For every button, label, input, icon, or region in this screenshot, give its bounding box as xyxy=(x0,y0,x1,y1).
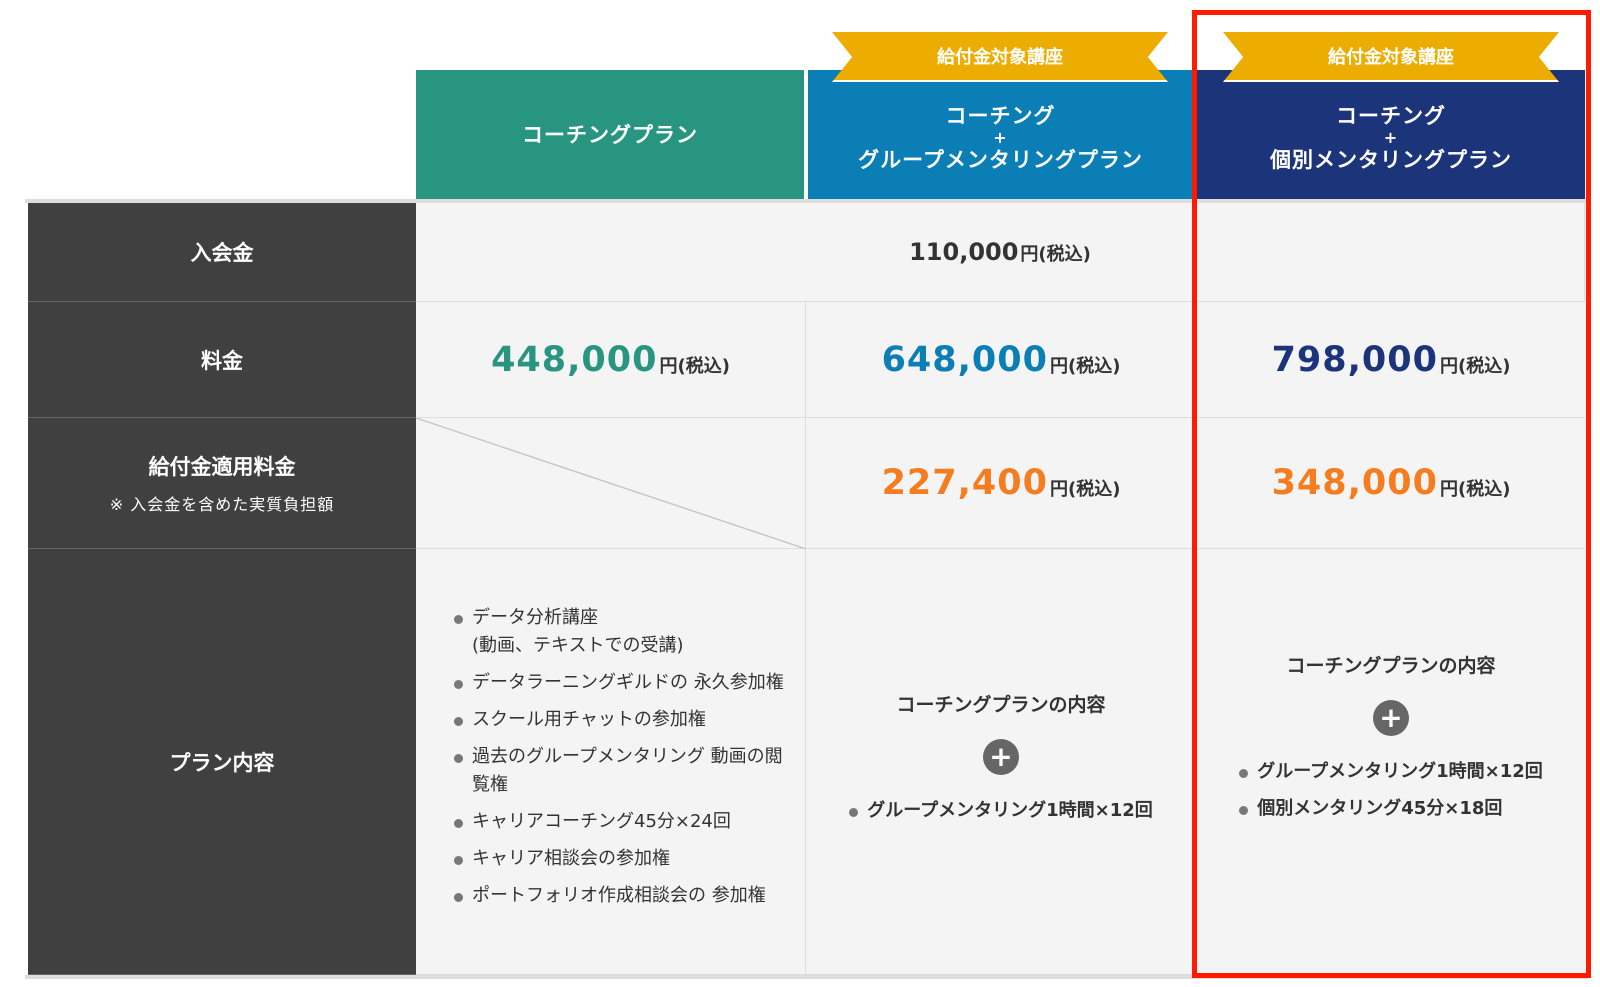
feature-item: キャリアコーチング45分×24回 xyxy=(454,808,794,836)
label-text: 給付金適用料金 xyxy=(148,455,296,479)
label-text: 料金 xyxy=(201,348,243,373)
feature-item: 過去のグループメンタリング 動画の閲覧権 xyxy=(454,743,794,799)
price: 798,000 xyxy=(1271,339,1438,380)
content-cell-group: コーチングプランの内容 + グループメンタリング1時間×12回 xyxy=(806,549,1197,975)
content-cell-coaching: データ分析講座 (動画、テキストでの受講) データラーニングギルドの 永久参加権ス… xyxy=(416,549,806,975)
row-label-fee: 料金 xyxy=(28,302,416,418)
label-text: プラン内容 xyxy=(169,750,275,775)
subsidy-ribbon: 給付金対象講座 xyxy=(832,32,1168,82)
header-group-plan: コーチング + グループメンタリングプラン xyxy=(808,70,1193,199)
plan-title: コーチングプラン xyxy=(522,122,698,147)
ribbon-text: 給付金対象講座 xyxy=(937,47,1063,68)
feature-item: ポートフォリオ作成相談会の 参加権 xyxy=(454,882,794,910)
feature-item: キャリア相談会の参加権 xyxy=(454,845,794,873)
enrollment-fee: 110,000 xyxy=(909,238,1019,266)
feature-item: データラーニングギルドの 永久参加権 xyxy=(454,669,794,697)
row-label-content: プラン内容 xyxy=(28,549,416,975)
ribbon-text: 給付金対象講座 xyxy=(1328,47,1454,68)
plan-title-line: グループメンタリングプラン xyxy=(858,147,1143,172)
plan-title-line: コーチング xyxy=(945,103,1056,128)
row-label-enrollment: 入会金 xyxy=(28,203,416,302)
tax-label: 円(税込) xyxy=(1049,355,1121,377)
label-text: 入会金 xyxy=(190,241,254,265)
base-plan-text: コーチングプランの内容 xyxy=(1286,655,1496,677)
price: 227,400 xyxy=(881,463,1048,503)
fee-cell: 798,000 円(税込) xyxy=(1197,302,1585,418)
feature-list: データ分析講座 (動画、テキストでの受講) データラーニングギルドの 永久参加権ス… xyxy=(454,604,794,919)
divider xyxy=(25,975,1588,979)
content-cell-individual: コーチングプランの内容 + グループメンタリング1時間×12回 個別メンタリング4… xyxy=(1197,549,1585,975)
header-individual-plan: コーチング + 個別メンタリングプラン xyxy=(1197,70,1585,199)
plan-title-plus: + xyxy=(993,127,1008,147)
feature-item: グループメンタリング1時間×12回 xyxy=(1239,758,1543,786)
diagonal-line xyxy=(416,418,806,549)
tax-label: 円(税込) xyxy=(1020,244,1091,265)
tax-label: 円(税込) xyxy=(1439,355,1511,377)
base-plan-text: コーチングプランの内容 xyxy=(896,693,1106,716)
feature-item: 個別メンタリング45分×18回 xyxy=(1239,795,1543,823)
enrollment-fee-cell: 110,000 円(税込) xyxy=(416,203,1585,302)
price: 648,000 xyxy=(881,339,1048,380)
subsidy-na-cell xyxy=(416,418,806,549)
label-note: ※ 入会金を含めた実質負担額 xyxy=(109,495,335,514)
subsidy-ribbon: 給付金対象講座 xyxy=(1223,32,1559,82)
highlight-box xyxy=(1192,10,1591,978)
tax-label: 円(税込) xyxy=(1439,479,1511,500)
subsidy-cell: 227,400 円(税込) xyxy=(806,418,1197,549)
price: 448,000 xyxy=(491,339,658,380)
header-coaching-plan: コーチングプラン xyxy=(416,70,804,199)
row-label-subsidy: 給付金適用料金 ※ 入会金を含めた実質負担額 xyxy=(28,418,416,549)
plan-title-plus: + xyxy=(1383,127,1399,147)
plan-title-line: コーチング xyxy=(1336,103,1446,128)
feature-list: グループメンタリング1時間×12回 個別メンタリング45分×18回 xyxy=(1239,758,1543,832)
price: 348,000 xyxy=(1271,463,1438,503)
feature-item: スクール用チャットの参加権 xyxy=(454,706,794,734)
fee-cell: 648,000 円(税込) xyxy=(806,302,1197,418)
plus-icon: + xyxy=(1373,700,1409,736)
fee-cell: 448,000 円(税込) xyxy=(416,302,806,418)
subsidy-cell: 348,000 円(税込) xyxy=(1197,418,1585,549)
tax-label: 円(税込) xyxy=(659,355,730,377)
divider xyxy=(25,199,1588,203)
feature-list: グループメンタリング1時間×12回 xyxy=(849,797,1153,834)
tax-label: 円(税込) xyxy=(1049,479,1121,500)
plus-icon: + xyxy=(983,738,1019,775)
plan-title-line: 個別メンタリングプラン xyxy=(1270,147,1512,172)
feature-item: データ分析講座 (動画、テキストでの受講) xyxy=(454,604,794,660)
feature-item: グループメンタリング1時間×12回 xyxy=(849,797,1153,825)
